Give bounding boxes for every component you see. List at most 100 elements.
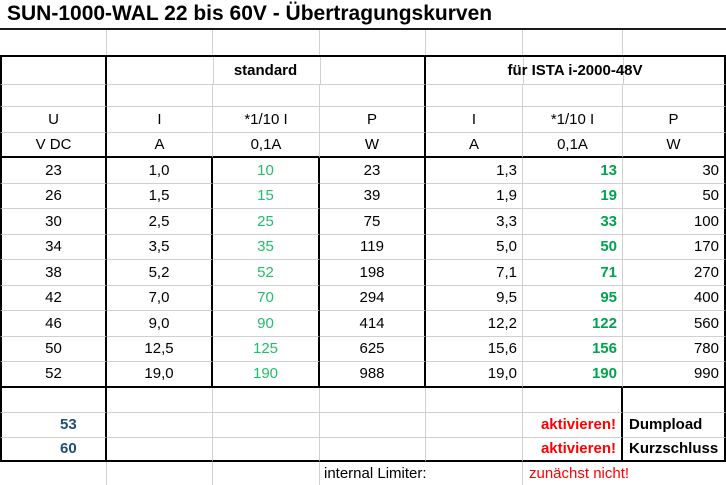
col-header-p-standard[interactable]: P [320,107,426,133]
data-cell[interactable]: 3,3 [426,209,523,235]
data-cell[interactable]: 122 [523,311,623,337]
col-header-tenth-ista[interactable]: *1/10 I [523,107,623,133]
empty-cell[interactable] [623,85,726,107]
empty-cell[interactable] [213,412,320,438]
unit-cell[interactable]: A [107,133,213,158]
category-cell-kurzschluss[interactable]: Kurzschluss [623,437,726,462]
col-header-i-ista[interactable]: I [426,107,523,133]
data-cell[interactable]: 35 [213,234,320,260]
data-cell[interactable]: 52 [213,260,320,286]
empty-cell[interactable] [320,30,426,55]
page-title[interactable]: SUN-1000-WAL 22 bis 60V - Übertragungsku… [0,0,726,30]
empty-cell[interactable] [623,30,726,55]
data-cell[interactable]: 625 [320,336,426,362]
data-cell[interactable]: 170 [623,234,726,260]
empty-cell[interactable] [213,30,320,55]
empty-cell[interactable] [0,461,107,485]
data-cell[interactable]: 1,5 [107,183,213,209]
empty-cell[interactable] [213,387,320,413]
empty-cell[interactable] [320,412,426,438]
empty-cell[interactable] [107,437,213,462]
data-cell[interactable]: 780 [623,336,726,362]
data-cell-u[interactable]: 42 [0,285,107,311]
empty-cell[interactable] [426,30,523,55]
data-cell[interactable]: 1,9 [426,183,523,209]
data-cell[interactable]: 7,1 [426,260,523,286]
empty-cell[interactable] [0,387,107,413]
empty-cell[interactable] [0,85,107,107]
data-cell[interactable]: 988 [320,362,426,388]
empty-cell[interactable] [523,387,623,413]
empty-cell[interactable] [426,412,523,438]
data-cell[interactable]: 125 [213,336,320,362]
data-cell[interactable]: 100 [623,209,726,235]
empty-cell[interactable] [523,85,623,107]
data-cell[interactable]: 2,5 [107,209,213,235]
empty-cell[interactable] [0,30,107,55]
data-cell-u[interactable]: 30 [0,209,107,235]
voltage-cell-53[interactable]: 53 [0,412,107,438]
data-cell[interactable]: 1,0 [107,158,213,184]
empty-cell[interactable] [426,387,523,413]
data-cell[interactable]: 75 [320,209,426,235]
unit-cell[interactable]: W [623,133,726,158]
data-cell[interactable]: 10 [213,158,320,184]
data-cell[interactable]: 270 [623,260,726,286]
empty-cell[interactable] [107,85,213,107]
data-cell[interactable]: 400 [623,285,726,311]
data-cell[interactable]: 119 [320,234,426,260]
col-header-i-standard[interactable]: I [107,107,213,133]
empty-cell[interactable] [426,437,523,462]
col-header-tenth-standard[interactable]: *1/10 I [213,107,320,133]
data-cell[interactable]: 90 [213,311,320,337]
data-cell[interactable]: 13 [523,158,623,184]
data-cell[interactable]: 1,3 [426,158,523,184]
action-cell-kurzschluss[interactable]: aktivieren! [523,437,623,462]
data-cell[interactable]: 71 [523,260,623,286]
empty-cell[interactable] [213,437,320,462]
data-cell[interactable]: 19 [523,183,623,209]
group-header-standard[interactable]: standard [107,55,426,85]
data-cell[interactable]: 156 [523,336,623,362]
data-cell[interactable]: 990 [623,362,726,388]
category-cell-dumpload[interactable]: Dumpload [623,412,726,438]
empty-cell[interactable] [107,30,213,55]
data-cell[interactable]: 95 [523,285,623,311]
empty-cell[interactable] [623,387,726,413]
data-cell[interactable]: 50 [623,183,726,209]
group-header-ista[interactable]: für ISTA i-2000-48V [426,55,726,85]
data-cell-u[interactable]: 52 [0,362,107,388]
data-cell[interactable]: 9,0 [107,311,213,337]
empty-cell[interactable] [213,461,320,485]
data-cell[interactable]: 198 [320,260,426,286]
data-cell[interactable]: 39 [320,183,426,209]
data-cell[interactable]: 15,6 [426,336,523,362]
empty-cell[interactable] [426,85,523,107]
data-cell[interactable]: 190 [213,362,320,388]
empty-cell[interactable] [213,85,320,107]
footer-value[interactable]: zunächst nicht! [529,464,630,482]
empty-cell[interactable] [320,387,426,413]
unit-cell[interactable]: W [320,133,426,158]
data-cell[interactable]: 33 [523,209,623,235]
voltage-cell-60[interactable]: 60 [0,437,107,462]
action-cell-dumpload[interactable]: aktivieren! [523,412,623,438]
data-cell-u[interactable]: 23 [0,158,107,184]
unit-cell[interactable]: 0,1A [213,133,320,158]
data-cell-u[interactable]: 26 [0,183,107,209]
footer-label[interactable]: internal Limiter: [320,461,523,485]
empty-cell[interactable] [320,437,426,462]
data-cell[interactable]: 7,0 [107,285,213,311]
data-cell[interactable]: 12,5 [107,336,213,362]
empty-cell[interactable] [320,85,426,107]
empty-cell[interactable] [107,461,213,485]
empty-cell[interactable] [0,55,107,85]
data-cell[interactable]: 3,5 [107,234,213,260]
data-cell[interactable]: 414 [320,311,426,337]
unit-cell[interactable]: A [426,133,523,158]
data-cell[interactable]: 23 [320,158,426,184]
data-cell[interactable]: 294 [320,285,426,311]
data-cell[interactable]: 19,0 [107,362,213,388]
data-cell[interactable]: 25 [213,209,320,235]
data-cell[interactable]: 9,5 [426,285,523,311]
